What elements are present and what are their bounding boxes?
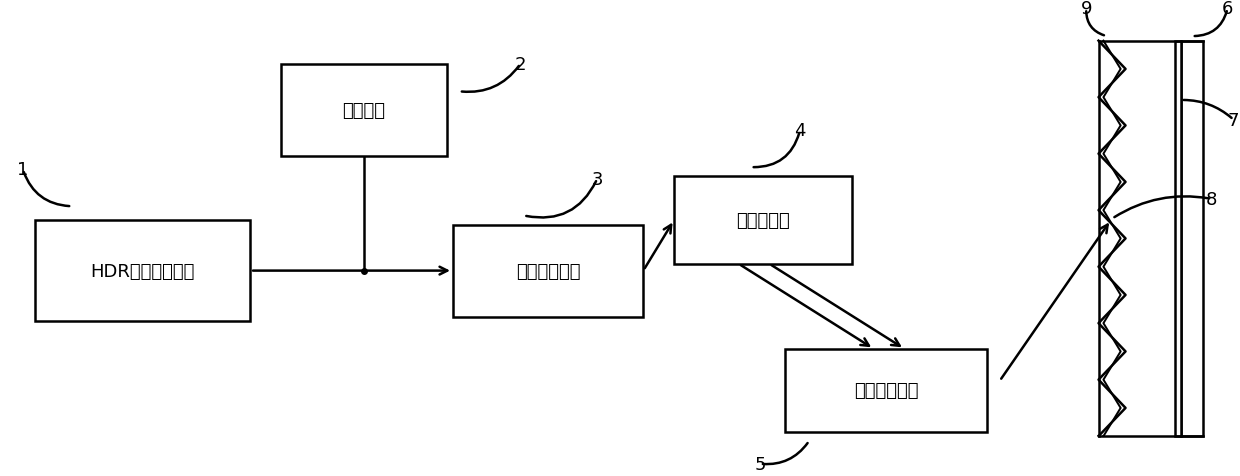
Text: 6: 6 xyxy=(1221,0,1234,19)
Text: 1: 1 xyxy=(17,161,29,179)
Text: 4: 4 xyxy=(795,122,806,140)
Text: 曝光模块: 曝光模块 xyxy=(342,101,386,119)
Text: 2: 2 xyxy=(515,56,526,73)
Text: 9: 9 xyxy=(1080,0,1092,19)
Text: 5: 5 xyxy=(754,455,766,473)
Bar xyxy=(675,177,852,264)
Bar xyxy=(1174,41,1180,436)
Bar xyxy=(453,225,644,317)
Text: 7: 7 xyxy=(1228,111,1240,129)
Text: 投影成像模块: 投影成像模块 xyxy=(516,262,580,280)
Text: HDR图像生成模块: HDR图像生成模块 xyxy=(91,262,195,280)
Bar xyxy=(1180,41,1203,436)
Text: 非球面反射镜: 非球面反射镜 xyxy=(853,381,919,399)
Text: 折射透镜组: 折射透镜组 xyxy=(737,211,790,229)
Bar xyxy=(785,349,987,432)
Text: 8: 8 xyxy=(1205,190,1218,208)
Text: 3: 3 xyxy=(591,170,603,188)
Bar xyxy=(35,220,250,321)
Bar xyxy=(281,65,446,156)
